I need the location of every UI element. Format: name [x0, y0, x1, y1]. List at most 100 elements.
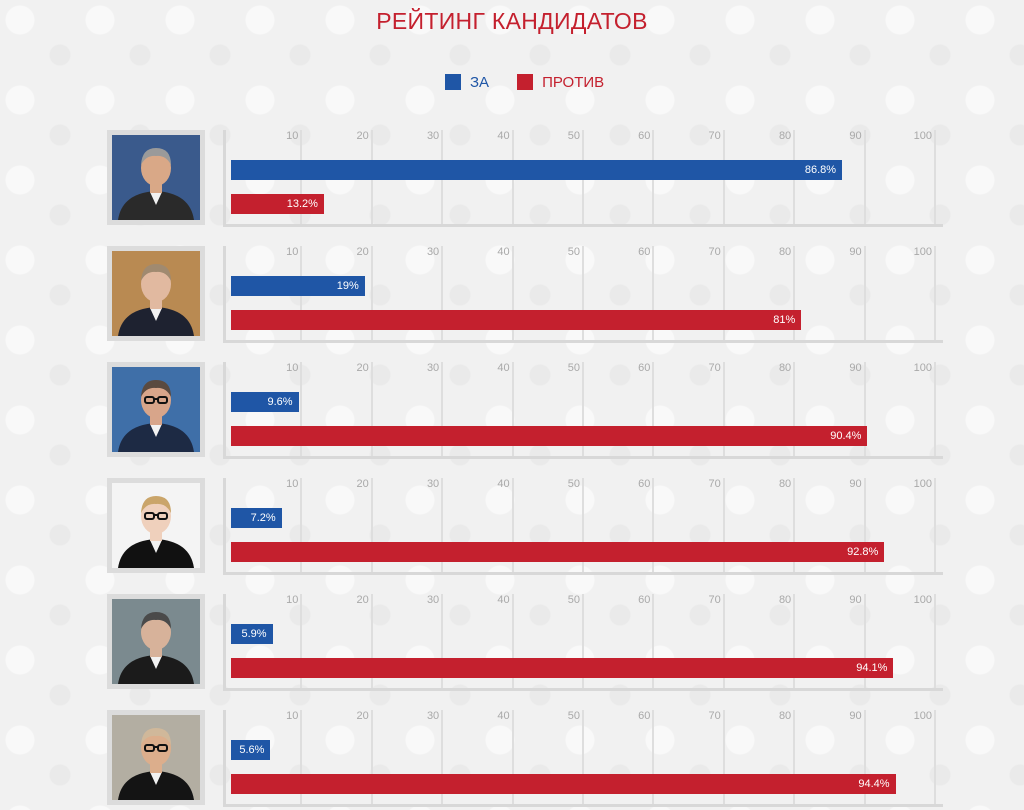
tick-label: 40	[497, 710, 510, 722]
candidate-portrait	[112, 367, 200, 452]
candidate-photo-frame	[107, 130, 205, 225]
grid-line	[582, 594, 584, 688]
grid-line	[370, 594, 373, 688]
tick-label: 50	[567, 478, 580, 490]
grid-line	[582, 710, 584, 804]
candidate-plot-area: 10 20 30 40 50 60 70 80 90 100 9.6% 90.4%	[223, 362, 943, 459]
grid-line	[441, 594, 444, 688]
grid-line	[370, 246, 373, 340]
grid-line	[511, 594, 514, 688]
bar-against: 90.4%	[231, 426, 868, 446]
tick-label: 90	[849, 362, 862, 374]
tick-label: 30	[426, 362, 440, 374]
tick-label: 10	[286, 478, 299, 490]
bar-against: 94.1%	[231, 658, 894, 678]
candidate-row: 10 20 30 40 50 60 70 80 90 100 86.8% 13.2%	[0, 130, 1024, 230]
tick-label: 100	[913, 594, 932, 606]
bar-value-label: 9.6%	[267, 396, 293, 408]
grid-line	[793, 710, 796, 804]
candidate-plot-area: 10 20 30 40 50 60 70 80 90 100 19% 81%	[223, 246, 943, 343]
grid-line	[863, 246, 866, 340]
tick-label: 60	[638, 594, 651, 606]
bar-for: 5.9%	[231, 624, 273, 644]
grid-line	[511, 710, 514, 804]
legend-swatch-for	[445, 74, 461, 90]
bar-for: 9.6%	[231, 392, 299, 412]
grid-line	[722, 362, 725, 456]
candidate-plot-area: 10 20 30 40 50 60 70 80 90 100 5.9% 94.1%	[223, 594, 943, 691]
tick-label: 30	[426, 594, 440, 606]
tick-label: 80	[778, 130, 792, 142]
tick-label: 80	[778, 594, 792, 606]
grid-line	[934, 710, 936, 804]
candidate-plot-area: 10 20 30 40 50 60 70 80 90 100 86.8% 13.2%	[223, 130, 943, 227]
tick-label: 30	[426, 478, 440, 490]
legend-label-for: ЗА	[470, 73, 490, 91]
grid-line	[370, 362, 373, 456]
tick-label: 100	[913, 130, 932, 142]
candidate-photo-frame	[107, 246, 205, 341]
candidate-plot-area: 10 20 30 40 50 60 70 80 90 100 7.2% 92.8%	[223, 478, 943, 575]
bar-against: 94.4%	[231, 774, 896, 794]
grid-line	[441, 478, 444, 572]
tick-label: 30	[426, 710, 440, 722]
bar-against: 81%	[231, 310, 802, 330]
tick-label: 100	[913, 478, 932, 490]
legend-swatch-against	[517, 74, 534, 90]
bar-value-label: 92.8%	[847, 546, 879, 558]
bar-against: 92.8%	[231, 542, 885, 562]
candidate-portrait	[112, 135, 200, 220]
tick-label: 50	[567, 710, 580, 722]
grid-line	[370, 478, 373, 572]
candidate-portrait	[112, 483, 200, 568]
grid-line	[652, 594, 655, 688]
bar-against: 13.2%	[231, 194, 324, 214]
tick-label: 40	[497, 246, 510, 258]
bar-for: 7.2%	[231, 508, 282, 528]
tick-label: 80	[778, 362, 792, 374]
chart-title: РЕЙТИНГ КАНДИДАТОВ	[376, 8, 648, 34]
tick-label: 80	[778, 478, 792, 490]
tick-label: 10	[286, 362, 299, 374]
tick-label: 20	[356, 710, 369, 722]
grid-line	[652, 710, 655, 804]
tick-label: 20	[356, 594, 369, 606]
tick-label: 10	[286, 130, 299, 142]
legend-label-against: ПРОТИВ	[542, 73, 605, 91]
tick-label: 90	[849, 246, 862, 258]
tick-label: 100	[913, 362, 932, 374]
grid-line	[863, 478, 866, 572]
tick-label: 40	[497, 594, 510, 606]
candidate-row: 10 20 30 40 50 60 70 80 90 100 7.2% 92.8%	[0, 478, 1024, 578]
legend-item-for: ЗА	[445, 74, 489, 91]
grid-line	[863, 362, 866, 456]
grid-line	[511, 362, 514, 456]
tick-label: 60	[638, 362, 651, 374]
grid-line	[934, 130, 936, 224]
tick-label: 100	[913, 710, 932, 722]
grid-line	[582, 246, 584, 340]
grid-line	[722, 710, 725, 804]
tick-label: 60	[638, 130, 651, 142]
grid-line	[793, 246, 796, 340]
grid-line	[511, 478, 514, 572]
tick-label: 70	[708, 246, 721, 258]
grid-line	[722, 246, 725, 340]
candidate-photo-frame	[107, 594, 205, 689]
tick-label: 100	[913, 246, 932, 258]
tick-label: 70	[708, 362, 721, 374]
grid-line	[863, 594, 866, 688]
tick-label: 40	[497, 478, 510, 490]
bar-for: 19%	[231, 276, 365, 296]
grid-line	[582, 478, 584, 572]
grid-line	[582, 362, 584, 456]
bar-value-label: 5.6%	[239, 744, 265, 756]
tick-label: 70	[708, 594, 721, 606]
grid-line	[441, 246, 444, 340]
bar-value-label: 90.4%	[830, 430, 862, 442]
grid-line	[652, 478, 655, 572]
grid-line	[300, 594, 303, 688]
tick-label: 30	[426, 246, 440, 258]
grid-line	[300, 478, 303, 572]
candidate-photo-frame	[107, 362, 205, 457]
